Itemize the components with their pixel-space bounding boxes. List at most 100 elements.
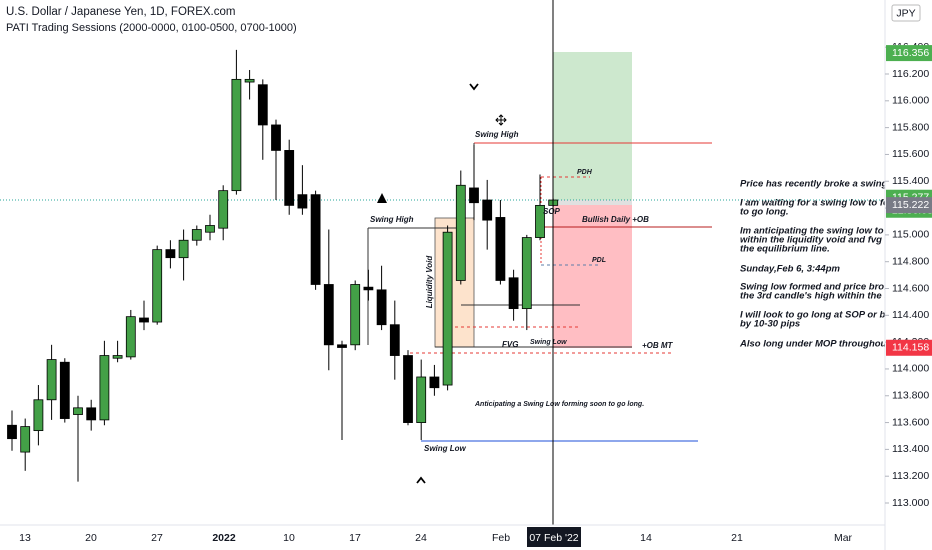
x-tick-label: 07 Feb '22: [529, 532, 578, 544]
note: to go long.: [740, 207, 789, 218]
note: Swing low formed and price broke: [740, 282, 895, 293]
crosshair-date-box: [527, 527, 581, 547]
candle-body: [33, 399, 44, 432]
y-tick-label: 113.800: [892, 390, 929, 402]
candle-body: [337, 344, 347, 348]
annotation: Swing Low: [530, 339, 567, 346]
y-tick-label: 115.400: [892, 175, 929, 187]
currency: JPY: [896, 7, 915, 19]
plot-area: [0, 52, 885, 484]
candle-body: [455, 184, 466, 281]
candle-body: [112, 355, 123, 359]
candle-body: [508, 277, 519, 310]
candle-body: [244, 78, 255, 83]
annotation: +OB MT: [642, 341, 674, 350]
candle-body: [469, 187, 479, 204]
y-tick-label: 114.600: [892, 282, 929, 294]
y-tick-label: 114.800: [892, 255, 929, 267]
candle-body: [73, 407, 83, 415]
candle-body: [46, 359, 57, 401]
y-tick-label: 114.000: [892, 363, 929, 375]
annotation: SOP: [543, 207, 561, 216]
candle-body: [218, 190, 229, 229]
candle-body: [139, 317, 149, 323]
y-tick-label: 115.000: [892, 229, 929, 241]
currency-box: [891, 4, 921, 22]
candle-body: [297, 194, 308, 209]
y-tick-label: 116.200: [892, 68, 929, 80]
indicator-label: PATI Trading Sessions (2000-0000, 0100-0…: [6, 22, 297, 34]
y-tick-label: 116.000: [892, 95, 929, 107]
candle-body: [350, 284, 361, 346]
time-axis: 13 20 27 2022 10 17 24 Feb 07 Feb '22 14 21 Mar: [19, 527, 853, 547]
candle-body: [482, 199, 493, 221]
candle-body: [442, 231, 453, 386]
candle-body: [178, 239, 189, 259]
annotation: Liquidity Void: [425, 255, 434, 309]
note: Price has recently broke a swing hig: [740, 179, 904, 190]
liquidity-void-box: [434, 217, 475, 348]
annotation: FVG: [502, 340, 518, 349]
x-tick-label: Feb: [492, 532, 510, 544]
candle-body: [521, 237, 532, 310]
candle-body: [323, 284, 334, 346]
note: by 10-30 pips: [740, 319, 800, 330]
x-tick-label: 21: [731, 532, 743, 544]
warning-icon: [377, 193, 387, 203]
x-tick-label: 17: [349, 532, 361, 544]
x-tick-label: 14: [640, 532, 652, 544]
x-tick-label: Mar: [834, 532, 853, 544]
note: the equilibrium line.: [740, 244, 830, 255]
candle-body: [284, 150, 295, 206]
annotation: Swing High: [370, 215, 414, 224]
y-tick-label: 113.600: [892, 416, 929, 428]
note: Im anticipating the swing low to form: [740, 226, 908, 237]
note: Sunday,Feb 6, 3:44pm: [740, 264, 841, 275]
arrow-up-icon: [416, 476, 426, 484]
candle-body: [165, 249, 176, 259]
candle-body: [416, 376, 427, 423]
candle-body: [99, 355, 110, 421]
candle-body: [535, 204, 545, 238]
candle-body: [310, 194, 321, 285]
candle-body: [20, 426, 31, 453]
price-badge-label: 116.356: [892, 47, 929, 59]
annotation: Swing Low: [424, 444, 467, 453]
entry-zone: [553, 200, 632, 205]
profit-zone: [553, 52, 632, 200]
candle-body: [403, 355, 413, 423]
candle-body: [363, 286, 374, 291]
move-icon: [495, 114, 507, 126]
price-badge: [886, 339, 932, 356]
candle-body: [86, 407, 97, 421]
price-badge: [886, 197, 932, 214]
y-tick-label: 113.000: [892, 497, 929, 509]
candle-body: [231, 78, 242, 192]
price-badge-label: 114.158: [892, 342, 929, 354]
candle-body: [191, 229, 202, 241]
candle-body: [376, 289, 387, 326]
price-axis: 116.400116.200116.000115.800115.600115.4…: [885, 41, 932, 509]
annotation: PDL: [592, 257, 606, 264]
candle-body: [7, 424, 17, 440]
candle-body: [59, 361, 70, 419]
price-badge: [886, 45, 932, 62]
candle-body: [271, 124, 281, 151]
loss-zone: [553, 205, 632, 348]
arrow-down-icon: [469, 83, 479, 91]
note: Also long under MOP throughout the: [739, 339, 907, 350]
note: the 3rd candle's high within the swin: [740, 291, 906, 302]
x-tick-label: 24: [415, 532, 427, 544]
x-tick-label: 10: [283, 532, 295, 544]
y-tick-label: 114.400: [892, 309, 929, 321]
price-badge-label: 115.222: [892, 199, 929, 211]
candle-body: [152, 249, 163, 323]
annotation: Anticipating a Swing Low forming soon to…: [474, 401, 644, 408]
x-tick-label: 2022: [212, 532, 236, 544]
candle-body: [125, 316, 136, 358]
x-tick-label: 27: [151, 532, 163, 544]
y-tick-label: 113.400: [892, 443, 929, 455]
annotations: Swing High Swing High Swing Low Swing Low Li…: [370, 130, 908, 453]
annotation: Bullish Daily +OB: [582, 215, 649, 224]
